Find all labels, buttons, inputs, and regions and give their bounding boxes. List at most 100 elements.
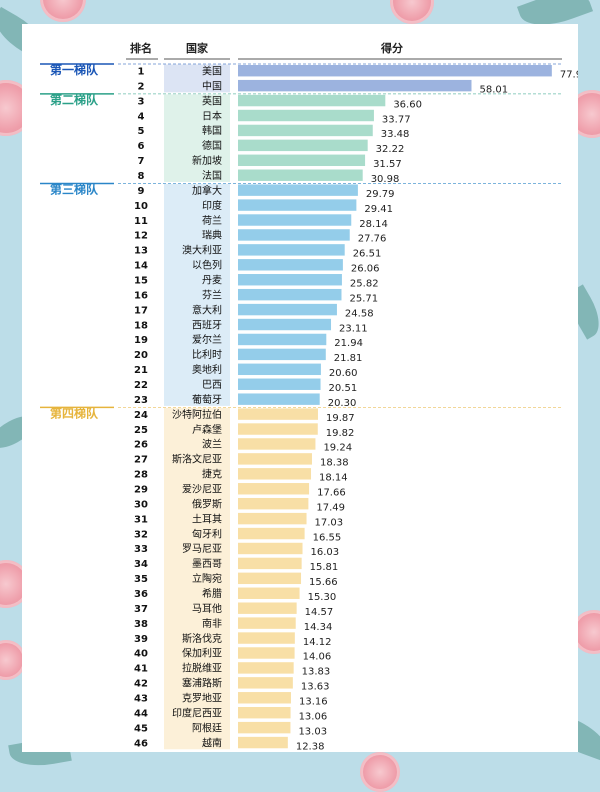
bar [238,229,350,241]
rank-label: 40 [134,649,148,660]
country-header: 国家 [186,41,209,55]
rank-label: 44 [134,708,148,719]
bar [238,318,332,331]
tier-country-band [164,94,230,182]
bar [238,378,321,390]
bar [238,647,295,659]
bar [238,632,295,644]
rank-label: 24 [134,410,148,421]
value-label: 16.03 [311,547,340,558]
tier-country-band [164,64,230,93]
tier-country-band [164,183,230,406]
bar [238,393,320,405]
rank-label: 7 [138,156,145,167]
value-label: 19.82 [326,428,355,439]
value-label: 17.49 [316,502,345,513]
bar [238,303,337,316]
rank-label: 11 [134,216,148,227]
country-label: 韩国 [202,124,222,137]
country-label: 匈牙利 [192,527,222,540]
rank-label: 3 [138,96,145,107]
bar [238,542,303,555]
value-label: 14.57 [305,607,334,618]
country-label: 拉脱维亚 [182,662,222,675]
tier-label: 第三梯队 [50,181,99,196]
country-label: 保加利亚 [182,647,222,660]
rank-label: 33 [134,544,148,555]
value-label: 27.76 [358,234,387,245]
country-label: 捷克 [202,468,222,481]
tier-label: 第二梯队 [50,92,99,107]
bar [238,348,326,361]
bar [238,736,288,749]
bar [238,199,357,211]
value-label: 14.06 [303,652,332,663]
bar [238,557,302,570]
bar [238,244,345,256]
bar [238,154,366,167]
bar [238,169,363,181]
bar [238,438,316,450]
country-label: 意大利 [192,303,222,316]
rank-header: 排名 [130,41,152,55]
value-label: 18.38 [320,458,349,469]
country-label: 印度尼西亚 [172,706,222,719]
value-label: 25.71 [349,293,378,304]
country-label: 澳大利亚 [182,244,222,257]
rank-label: 14 [134,261,148,272]
bar [238,259,343,271]
value-label: 12.38 [296,741,325,752]
value-label: 25.82 [350,278,379,289]
country-label: 卢森堡 [192,423,222,436]
rank-label: 41 [134,664,148,675]
value-label: 13.03 [298,726,327,737]
value-label: 77.97 [560,69,578,80]
country-label: 沙特阿拉伯 [172,408,222,421]
rank-label: 23 [134,395,148,406]
rank-label: 1 [138,66,145,77]
country-label: 葡萄牙 [192,393,222,406]
country-label: 英国 [202,94,222,107]
value-label: 13.83 [302,667,331,678]
country-label: 丹麦 [202,274,222,286]
value-label: 13.06 [299,711,328,722]
rank-label: 22 [134,380,148,391]
country-label: 美国 [202,64,222,77]
rank-label: 37 [134,604,148,615]
country-label: 中国 [202,79,222,92]
value-label: 18.14 [319,473,348,484]
country-label: 罗马尼亚 [182,543,222,555]
bar [238,706,291,719]
rank-label: 28 [134,470,148,481]
bar [238,692,291,704]
tier-label: 第一梯队 [50,62,99,77]
rank-label: 31 [134,514,148,525]
value-label: 15.30 [308,592,337,603]
country-label: 立陶宛 [192,572,222,585]
rank-label: 35 [134,574,148,585]
rank-label: 6 [138,141,145,152]
country-label: 土耳其 [192,512,222,525]
value-label: 17.03 [315,517,344,528]
bar [238,662,294,674]
value-label: 21.94 [334,338,363,349]
rank-label: 13 [134,246,148,257]
country-label: 荷兰 [202,214,222,227]
value-label: 29.79 [366,189,395,200]
rank-label: 38 [134,619,148,630]
rank-label: 20 [134,350,148,361]
tier-label: 第四梯队 [50,405,99,420]
rank-label: 5 [138,126,145,137]
value-label: 36.60 [393,99,422,110]
bar [238,288,342,301]
rank-label: 34 [134,559,148,570]
country-label: 马耳他 [192,602,222,615]
rank-label: 18 [134,320,148,331]
country-label: 越南 [202,736,222,749]
bar [238,587,300,599]
value-label: 24.58 [345,308,374,319]
value-label: 33.48 [381,129,410,140]
country-label: 瑞典 [202,229,222,242]
